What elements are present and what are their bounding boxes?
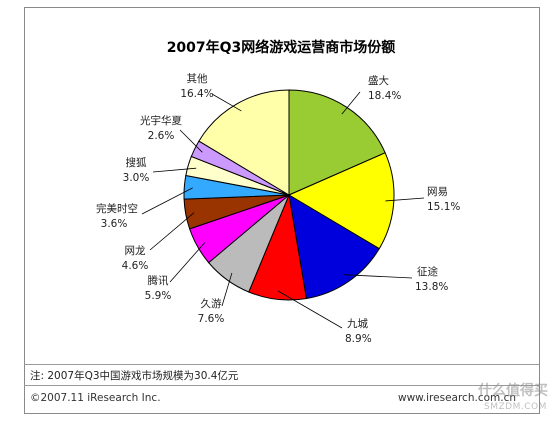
slice-name-label: 其他 (187, 72, 208, 85)
footer-divider-top (24, 364, 539, 365)
slice-value-label: 8.9% (345, 333, 372, 345)
slice-name-label: 完美时空 (96, 202, 138, 215)
slice-value-label: 3.6% (101, 218, 128, 230)
copyright-text: ©2007.11 iResearch Inc. (30, 392, 161, 404)
slice-name-label: 搜狐 (126, 156, 147, 169)
market-size-note: 注: 2007年Q3中国游戏市场规模为30.4亿元 (30, 370, 239, 382)
watermark-logo-text: 什么值得买 (478, 383, 548, 399)
slice-name-label: 征途 (417, 265, 438, 278)
slice-value-label: 2.6% (148, 130, 175, 142)
slice-name-label: 网易 (427, 186, 448, 198)
slice-value-label: 5.9% (145, 290, 172, 302)
leader-line-9 (152, 167, 197, 173)
slice-labels: 盛大 18.4% 网易 15.1% 征途 13.8% 九城 8.9% 久游 7.6% 腾讯 5.9% 网… (96, 72, 460, 345)
slice-value-label: 7.6% (198, 313, 225, 325)
pie-slice-11 (198, 89, 290, 196)
leader-lines (141, 91, 425, 329)
pie-slice-1 (288, 89, 386, 196)
slice-name-label: 盛大 (368, 74, 389, 87)
pie-slice-3 (288, 194, 380, 300)
chart-title: 2007年Q3网络游戏运营商市场份额 (167, 39, 396, 56)
slice-value-label: 13.8% (415, 281, 448, 293)
leader-line-11 (211, 93, 242, 112)
slice-name-label: 九城 (347, 318, 368, 330)
slice-value-label: 4.6% (122, 260, 149, 272)
pie-slices (183, 89, 395, 301)
slice-name-label: 久游 (201, 297, 222, 310)
leader-line-2 (385, 197, 425, 202)
slice-value-label: 15.1% (427, 201, 460, 213)
leader-line-6 (169, 242, 206, 283)
slice-name-label: 光宇华夏 (140, 114, 182, 127)
leader-line-7 (149, 212, 195, 251)
leader-line-3 (343, 274, 413, 279)
leader-line-5 (221, 272, 233, 307)
leader-line-1 (341, 91, 361, 115)
slice-value-label: 3.0% (123, 172, 150, 184)
leader-line-10 (179, 129, 203, 153)
leader-line-8 (141, 187, 193, 215)
slice-value-label: 16.4% (180, 88, 213, 100)
footer-divider-bottom (24, 385, 539, 386)
watermark-domain: SMZDM.COM (484, 402, 547, 412)
pie-slice-2 (287, 152, 395, 250)
slice-name-label: 腾讯 (148, 274, 169, 287)
leader-line-4 (277, 290, 343, 329)
slice-name-label: 网龙 (125, 244, 146, 257)
source-url: www.iresearch.com.cn (398, 392, 517, 404)
slice-value-label: 18.4% (368, 90, 401, 102)
